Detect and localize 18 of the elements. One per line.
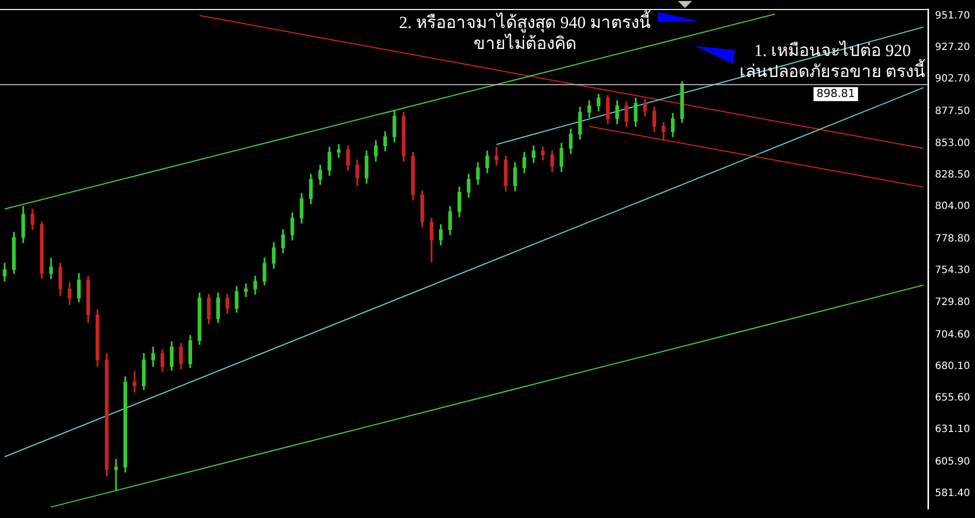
y-tick-label: 581.40 [935, 488, 970, 500]
y-tick-label: 605.90 [935, 456, 970, 468]
y-tick-label: 778.80 [935, 234, 970, 245]
y-tick-label: 927.20 [935, 42, 970, 54]
y-tick-label: 877.50 [935, 106, 970, 118]
y-tick-label: 754.30 [935, 265, 970, 276]
y-tick-label: 902.70 [935, 74, 970, 85]
y-tick-label: 680.10 [935, 360, 970, 372]
y-tick-label: 631.10 [935, 424, 970, 436]
y-tick-label: 853.00 [935, 138, 970, 149]
y-tick-label: 729.80 [935, 296, 970, 308]
y-tick-label: 655.60 [935, 392, 970, 404]
y-tick-label: 704.60 [935, 329, 970, 340]
annotation: 2. หรืออาจมาได้สูงสุด 940 มาตรงนี้ ขายไม่ต้องคิด [398, 12, 652, 54]
y-tick-label: 828.50 [935, 169, 970, 180]
y-tick-label: 804.00 [935, 201, 970, 212]
ref-line-label: 898.81 [816, 86, 856, 100]
y-tick-label: 951.70 [935, 10, 970, 22]
